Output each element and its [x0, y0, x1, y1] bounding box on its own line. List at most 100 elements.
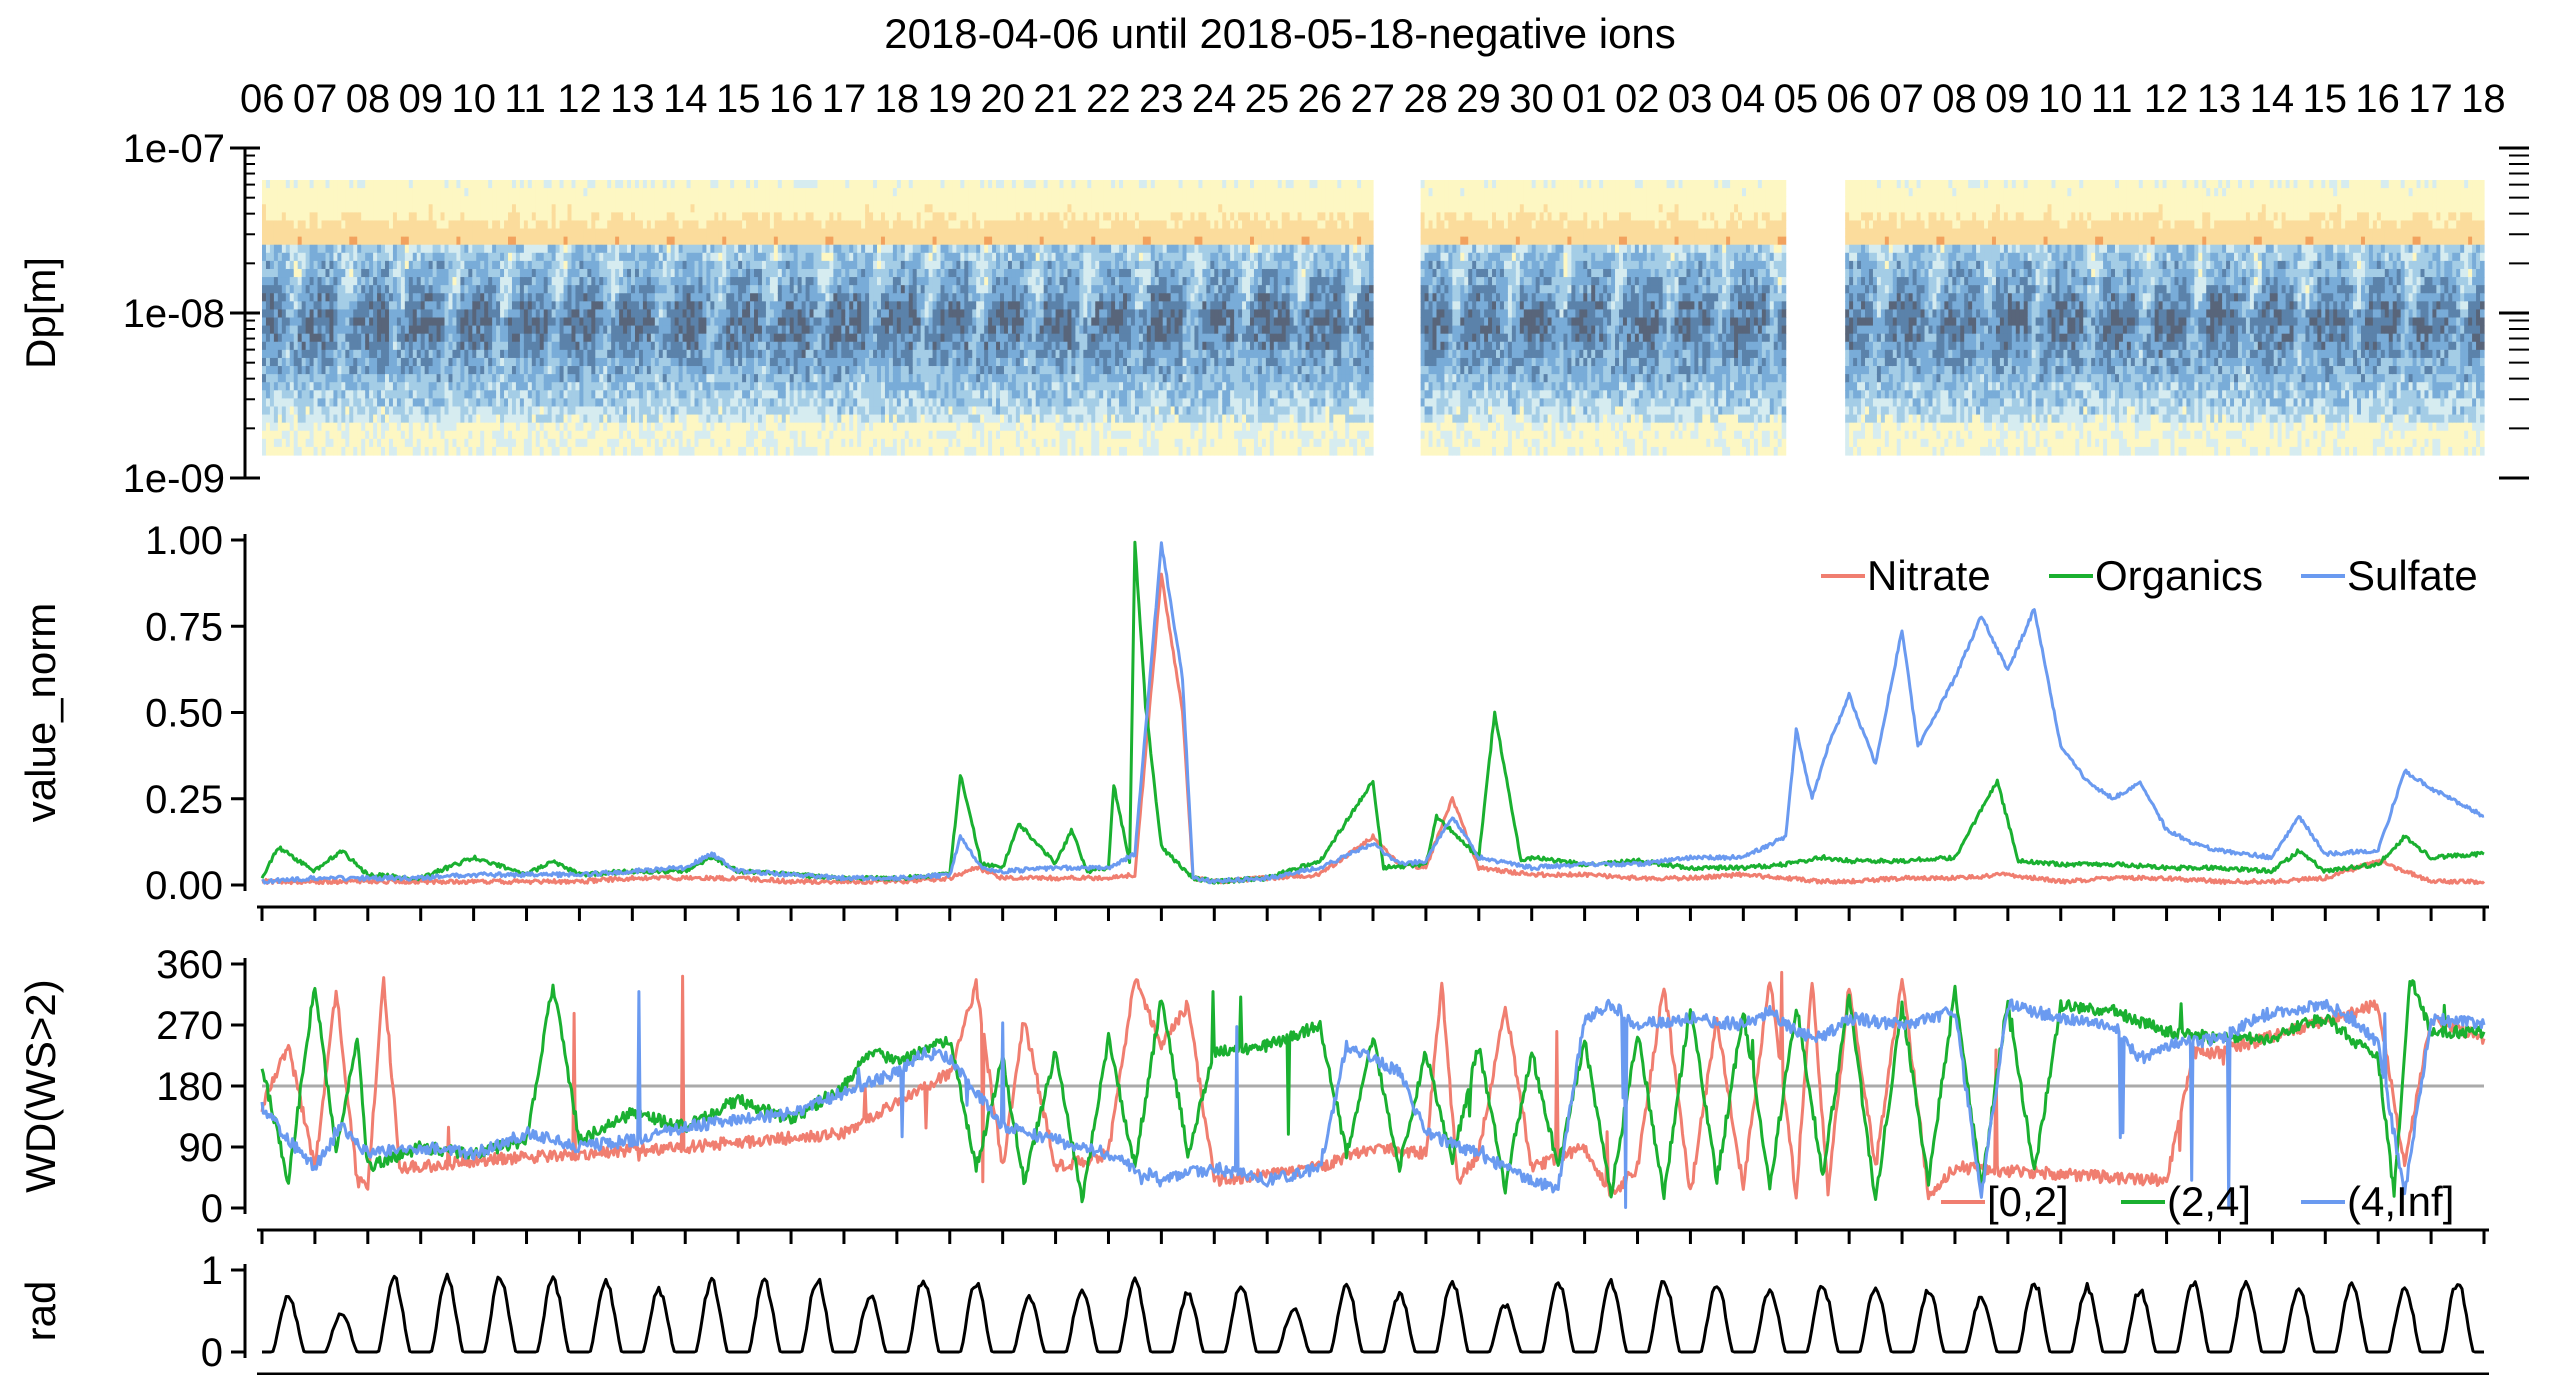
heatmap-cell	[595, 301, 600, 311]
heatmap-cell	[837, 382, 842, 391]
heatmap-cell	[543, 212, 549, 222]
heatmap-cell	[277, 341, 283, 351]
heatmap-cell	[805, 309, 811, 319]
heatmap-cell	[428, 293, 434, 302]
heatmap-cell	[309, 293, 315, 302]
heatmap-cell	[567, 212, 573, 222]
heatmap-cell	[801, 317, 807, 327]
heatmap-cell	[631, 406, 636, 416]
heatmap-cell	[750, 430, 755, 440]
heatmap-cell	[634, 430, 640, 440]
heatmap-cell	[345, 285, 350, 294]
heatmap-cell	[642, 390, 648, 399]
heatmap-cell	[361, 252, 366, 262]
heatmap-cell	[396, 196, 402, 205]
heatmap-cell	[682, 228, 688, 238]
heatmap-cell	[385, 333, 390, 343]
heatmap-cell	[519, 438, 525, 448]
heatmap-cell	[281, 204, 287, 213]
heatmap-cell	[555, 341, 561, 351]
heatmap-cell	[785, 196, 791, 205]
heatmap-cell	[519, 220, 525, 230]
heatmap-cell	[285, 366, 291, 375]
heatmap-cell	[400, 204, 406, 213]
heatmap-cell	[587, 317, 592, 327]
heatmap-cell	[599, 180, 604, 189]
heatmap-cell	[321, 228, 327, 238]
heatmap-cell	[424, 309, 430, 319]
heatmap-cell	[773, 349, 779, 359]
heatmap-cell	[262, 309, 267, 319]
heatmap-cell	[781, 390, 787, 399]
heatmap-cell	[373, 341, 378, 351]
heatmap-cell	[444, 438, 450, 448]
heatmap-cell	[559, 357, 565, 367]
heatmap-cell	[829, 236, 834, 246]
heatmap-cell	[281, 390, 287, 399]
heatmap-cell	[484, 244, 489, 254]
heatmap-cell	[742, 188, 747, 197]
heatmap-cell	[654, 430, 660, 440]
heatmap-cell	[746, 293, 751, 302]
heatmap-cell	[289, 293, 295, 302]
heatmap-cell	[369, 390, 374, 399]
heatmap-cell	[742, 277, 747, 286]
heatmap-cell	[634, 446, 640, 456]
heatmap-cell	[591, 398, 596, 408]
heatmap-cell	[309, 341, 315, 351]
heatmap-cell	[369, 244, 374, 254]
heatmap-cell	[515, 422, 521, 432]
heatmap-cell	[277, 220, 283, 230]
heatmap-cell	[726, 366, 731, 375]
heatmap-cell	[797, 236, 803, 246]
heatmap-cell	[468, 398, 473, 408]
heatmap-cell	[793, 325, 799, 335]
heatmap-cell	[488, 252, 493, 262]
heatmap-cell	[801, 357, 807, 367]
heatmap-cell	[285, 325, 291, 335]
heatmap-cell	[388, 438, 394, 448]
heatmap-cell	[515, 398, 521, 408]
heatmap-cell	[591, 430, 596, 440]
heatmap-cell	[623, 188, 628, 197]
heatmap-cell	[690, 212, 696, 222]
heatmap-cell	[381, 430, 386, 440]
heatmap-cell	[619, 220, 624, 230]
heatmap-cell	[452, 374, 458, 383]
heatmap-cell	[349, 390, 354, 399]
heatmap-cell	[420, 325, 426, 335]
heatmap-cell	[420, 301, 426, 311]
heatmap-cell	[579, 204, 584, 213]
heatmap-cell	[535, 196, 541, 205]
heatmap-cell	[309, 406, 315, 416]
heatmap-cell	[440, 309, 446, 319]
heatmap-cell	[650, 366, 656, 375]
heatmap-cell	[504, 277, 509, 286]
heatmap-cell	[428, 317, 434, 327]
heatmap-cell	[456, 357, 461, 367]
heatmap-cell	[789, 309, 795, 319]
heatmap-cell	[273, 244, 279, 254]
heatmap-cell	[666, 341, 672, 351]
heatmap-cell	[448, 236, 454, 246]
heatmap-cell	[805, 446, 811, 456]
heatmap-cell	[690, 236, 696, 246]
heatmap-cell	[742, 382, 747, 391]
heatmap-cell	[262, 446, 267, 456]
heatmap-cell	[631, 317, 636, 327]
heatmap-cell	[678, 220, 684, 230]
heatmap-cell	[646, 422, 652, 432]
heatmap-cell	[519, 212, 525, 222]
heatmap-cell	[321, 446, 327, 456]
heatmap-cell	[333, 333, 338, 343]
heatmap-cell	[785, 406, 791, 416]
heatmap-cell	[821, 438, 827, 448]
heatmap-cell	[634, 236, 640, 246]
heatmap-cell	[662, 390, 668, 399]
heatmap-cell	[591, 414, 596, 424]
heatmap-cell	[519, 196, 525, 205]
heatmap-cell	[686, 430, 692, 440]
heatmap-cell	[722, 333, 727, 343]
heatmap-cell	[718, 446, 723, 456]
heatmap-cell	[738, 244, 743, 254]
